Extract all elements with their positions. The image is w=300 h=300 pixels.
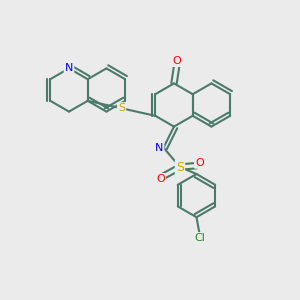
Text: Cl: Cl [194, 233, 205, 243]
Text: O: O [172, 56, 182, 66]
Text: S: S [176, 160, 184, 174]
Text: N: N [65, 63, 73, 74]
Text: O: O [156, 174, 165, 184]
Text: S: S [118, 103, 125, 113]
Text: O: O [195, 158, 204, 168]
Text: N: N [155, 142, 163, 153]
